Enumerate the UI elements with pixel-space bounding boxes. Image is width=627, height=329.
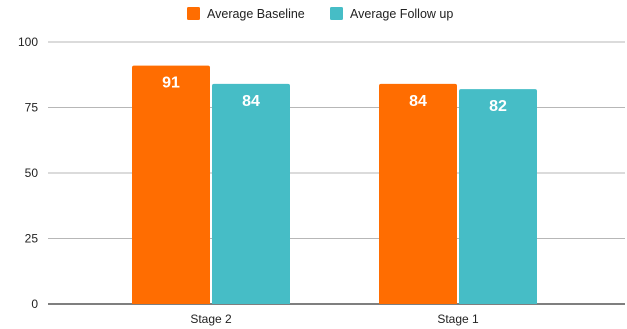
y-tick-label: 25 [25, 232, 39, 246]
legend-swatch [187, 7, 200, 20]
data-label: 84 [409, 93, 427, 110]
data-label: 82 [489, 98, 507, 115]
bar-average-follow-up-stage-1 [459, 89, 537, 304]
legend-swatch [330, 7, 343, 20]
legend-label: Average Baseline [207, 7, 305, 21]
bar-average-baseline-stage-1 [379, 83, 457, 304]
y-tick-label: 100 [18, 35, 38, 49]
data-labels: 91 84 84 82 [162, 75, 507, 116]
bar-average-baseline-stage-2 [132, 65, 210, 304]
x-tick-label: Stage 2 [190, 312, 232, 326]
bar-average-follow-up-stage-2 [212, 83, 290, 304]
y-tick-label: 75 [25, 101, 39, 115]
bars [132, 65, 537, 304]
y-axis: 0 25 50 75 100 [18, 35, 38, 311]
legend: Average Baseline Average Follow up [187, 7, 453, 21]
y-tick-label: 50 [25, 166, 39, 180]
y-tick-label: 0 [31, 297, 38, 311]
data-label: 91 [162, 75, 180, 92]
data-label: 84 [242, 93, 260, 110]
x-axis: Stage 2 Stage 1 [190, 312, 479, 326]
x-tick-label: Stage 1 [437, 312, 479, 326]
legend-label: Average Follow up [350, 7, 453, 21]
